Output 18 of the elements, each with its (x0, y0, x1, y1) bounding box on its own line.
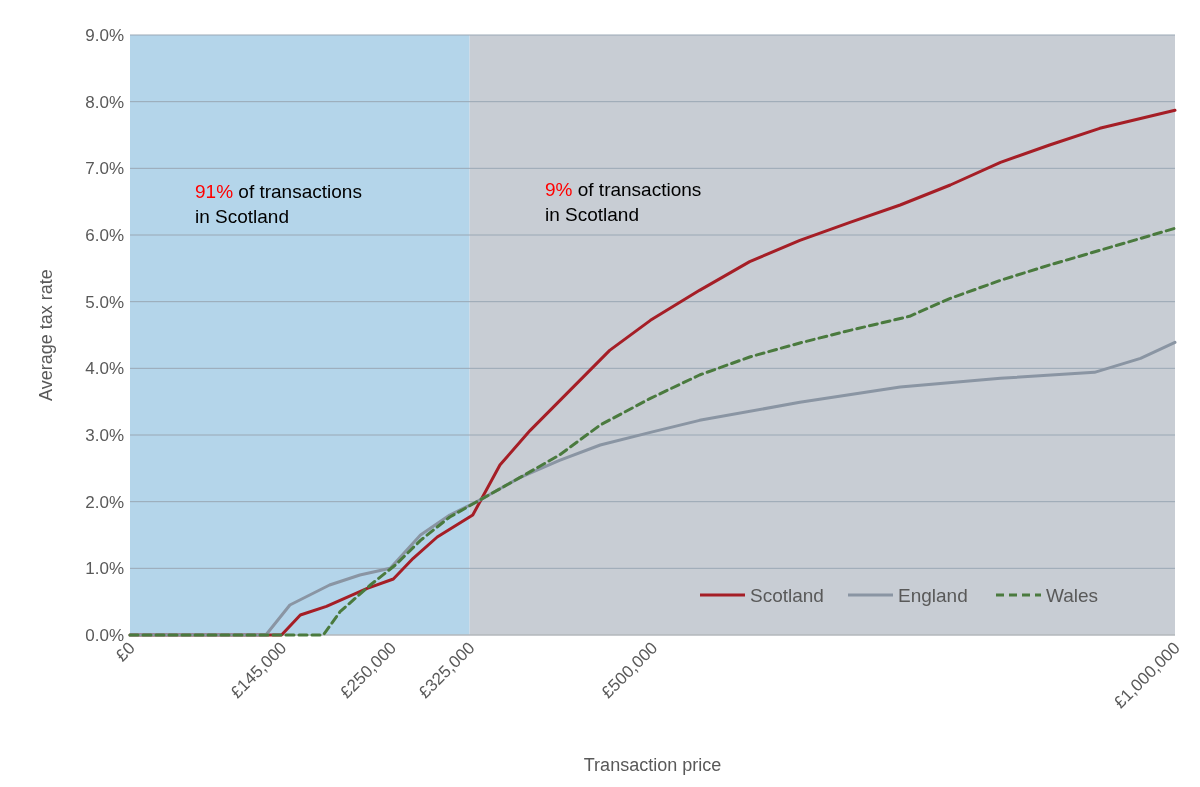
y-tick-label: 6.0% (85, 225, 124, 245)
annotation: 91% of transactions in Scotland (195, 181, 362, 227)
legend-label: Scotland (750, 584, 824, 606)
x-axis-title: Transaction price (583, 755, 722, 775)
y-tick-label: 7.0% (85, 159, 124, 179)
y-tick-label: 5.0% (85, 292, 124, 312)
annotation: 9% of transactions in Scotland (545, 179, 702, 225)
y-tick-label: 8.0% (85, 92, 124, 112)
y-tick-label: 4.0% (85, 359, 124, 379)
y-axis-title: Average tax rate (36, 269, 56, 401)
y-tick-label: 0.0% (85, 625, 124, 645)
legend-label: Wales (1046, 584, 1099, 606)
legend-label: England (898, 584, 968, 606)
y-tick-label: 9.0% (85, 25, 124, 45)
y-tick-label: 1.0% (85, 559, 124, 579)
line-series (128, 226, 1177, 637)
y-tick-label: 2.0% (85, 492, 124, 512)
y-tick-label: 3.0% (85, 425, 124, 445)
